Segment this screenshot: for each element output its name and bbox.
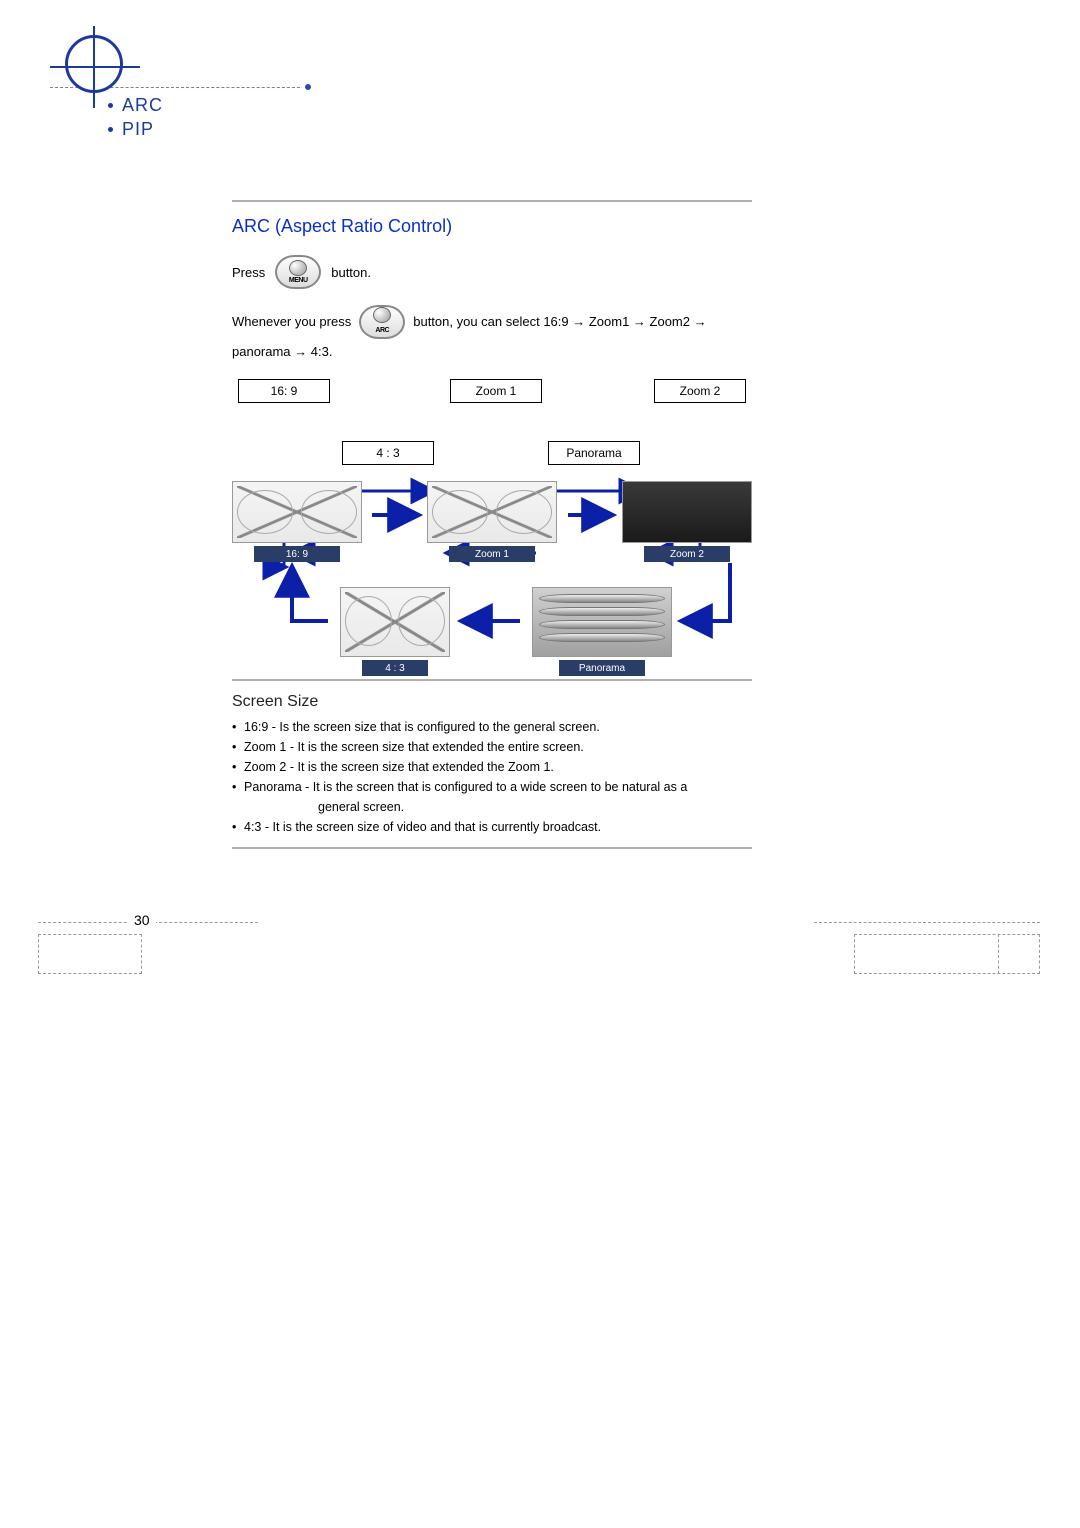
caption-4-3: 4 : 3 bbox=[362, 660, 428, 676]
arc-button-caption: ARC bbox=[375, 324, 389, 338]
preview-zoom2 bbox=[622, 481, 752, 543]
header-rule-dot bbox=[305, 84, 311, 90]
main-column: ARC (Aspect Ratio Control) Press MENU bu… bbox=[232, 200, 752, 849]
subsection-title-screen-size: Screen Size bbox=[232, 693, 752, 711]
logo-globe-icon bbox=[65, 35, 123, 93]
list-item: •Zoom 1 - It is the screen size that ext… bbox=[232, 737, 752, 757]
footer-box-left bbox=[38, 934, 142, 974]
section-rule-top bbox=[232, 200, 752, 202]
section-rule-bottom bbox=[232, 847, 752, 849]
caption-16-9: 16: 9 bbox=[254, 546, 340, 562]
text-sequence-1: button, you can select 16:9 → Zoom1 → Zo… bbox=[413, 309, 706, 335]
flow-box-4-3: 4 : 3 bbox=[342, 441, 434, 465]
screen-size-list: •16:9 - Is the screen size that is confi… bbox=[232, 717, 752, 837]
footer-box-right-divider bbox=[998, 934, 1040, 974]
text-button: button. bbox=[331, 265, 371, 280]
toc-bullet-icon bbox=[108, 127, 113, 132]
list-item: •Zoom 2 - It is the screen size that ext… bbox=[232, 757, 752, 777]
text-sequence-2: panorama → 4:3. bbox=[232, 344, 332, 359]
preview-zoom1 bbox=[427, 481, 557, 543]
instruction-press-menu: Press MENU button. bbox=[232, 255, 752, 289]
toc-item-pip: PIP bbox=[122, 119, 154, 140]
toc-bullet-icon bbox=[108, 103, 113, 108]
menu-button-caption: MENU bbox=[289, 277, 308, 284]
text-press: Press bbox=[232, 265, 265, 280]
list-item-continuation: general screen. bbox=[232, 797, 752, 817]
instruction-press-arc: Whenever you press ARC button, you can s… bbox=[232, 305, 752, 365]
section-title-arc: ARC (Aspect Ratio Control) bbox=[232, 216, 752, 237]
page: ARC PIP ARC (Aspect Ratio Control) Press… bbox=[0, 0, 1080, 1528]
footer-rule-right bbox=[814, 922, 1040, 923]
list-item: •Panorama - It is the screen that is con… bbox=[232, 777, 752, 797]
flow-box-panorama: Panorama bbox=[548, 441, 640, 465]
list-item: •4:3 - It is the screen size of video an… bbox=[232, 817, 752, 837]
flow-box-zoom2: Zoom 2 bbox=[654, 379, 746, 403]
menu-button-icon: MENU bbox=[275, 255, 321, 289]
page-number: 30 bbox=[128, 912, 156, 928]
caption-panorama: Panorama bbox=[559, 660, 645, 676]
arc-button-icon: ARC bbox=[359, 305, 405, 339]
caption-zoom2: Zoom 2 bbox=[644, 546, 730, 562]
flow-box-16-9: 16: 9 bbox=[238, 379, 330, 403]
preview-16-9 bbox=[232, 481, 362, 543]
list-item: •16:9 - Is the screen size that is confi… bbox=[232, 717, 752, 737]
arc-screenshots: 16: 9 Zoom 1 Zoom 2 4 : 3 Panorama bbox=[232, 481, 752, 681]
toc-item-arc: ARC bbox=[122, 95, 163, 116]
arc-flow-diagram: 16: 9 Zoom 1 Zoom 2 4 : 3 Panorama bbox=[232, 379, 752, 479]
flow-box-zoom1: Zoom 1 bbox=[450, 379, 542, 403]
header-logo-area: ARC PIP bbox=[50, 35, 320, 145]
preview-panorama bbox=[532, 587, 672, 657]
caption-zoom1: Zoom 1 bbox=[449, 546, 535, 562]
preview-4-3 bbox=[340, 587, 450, 657]
text-whenever: Whenever you press bbox=[232, 309, 351, 335]
